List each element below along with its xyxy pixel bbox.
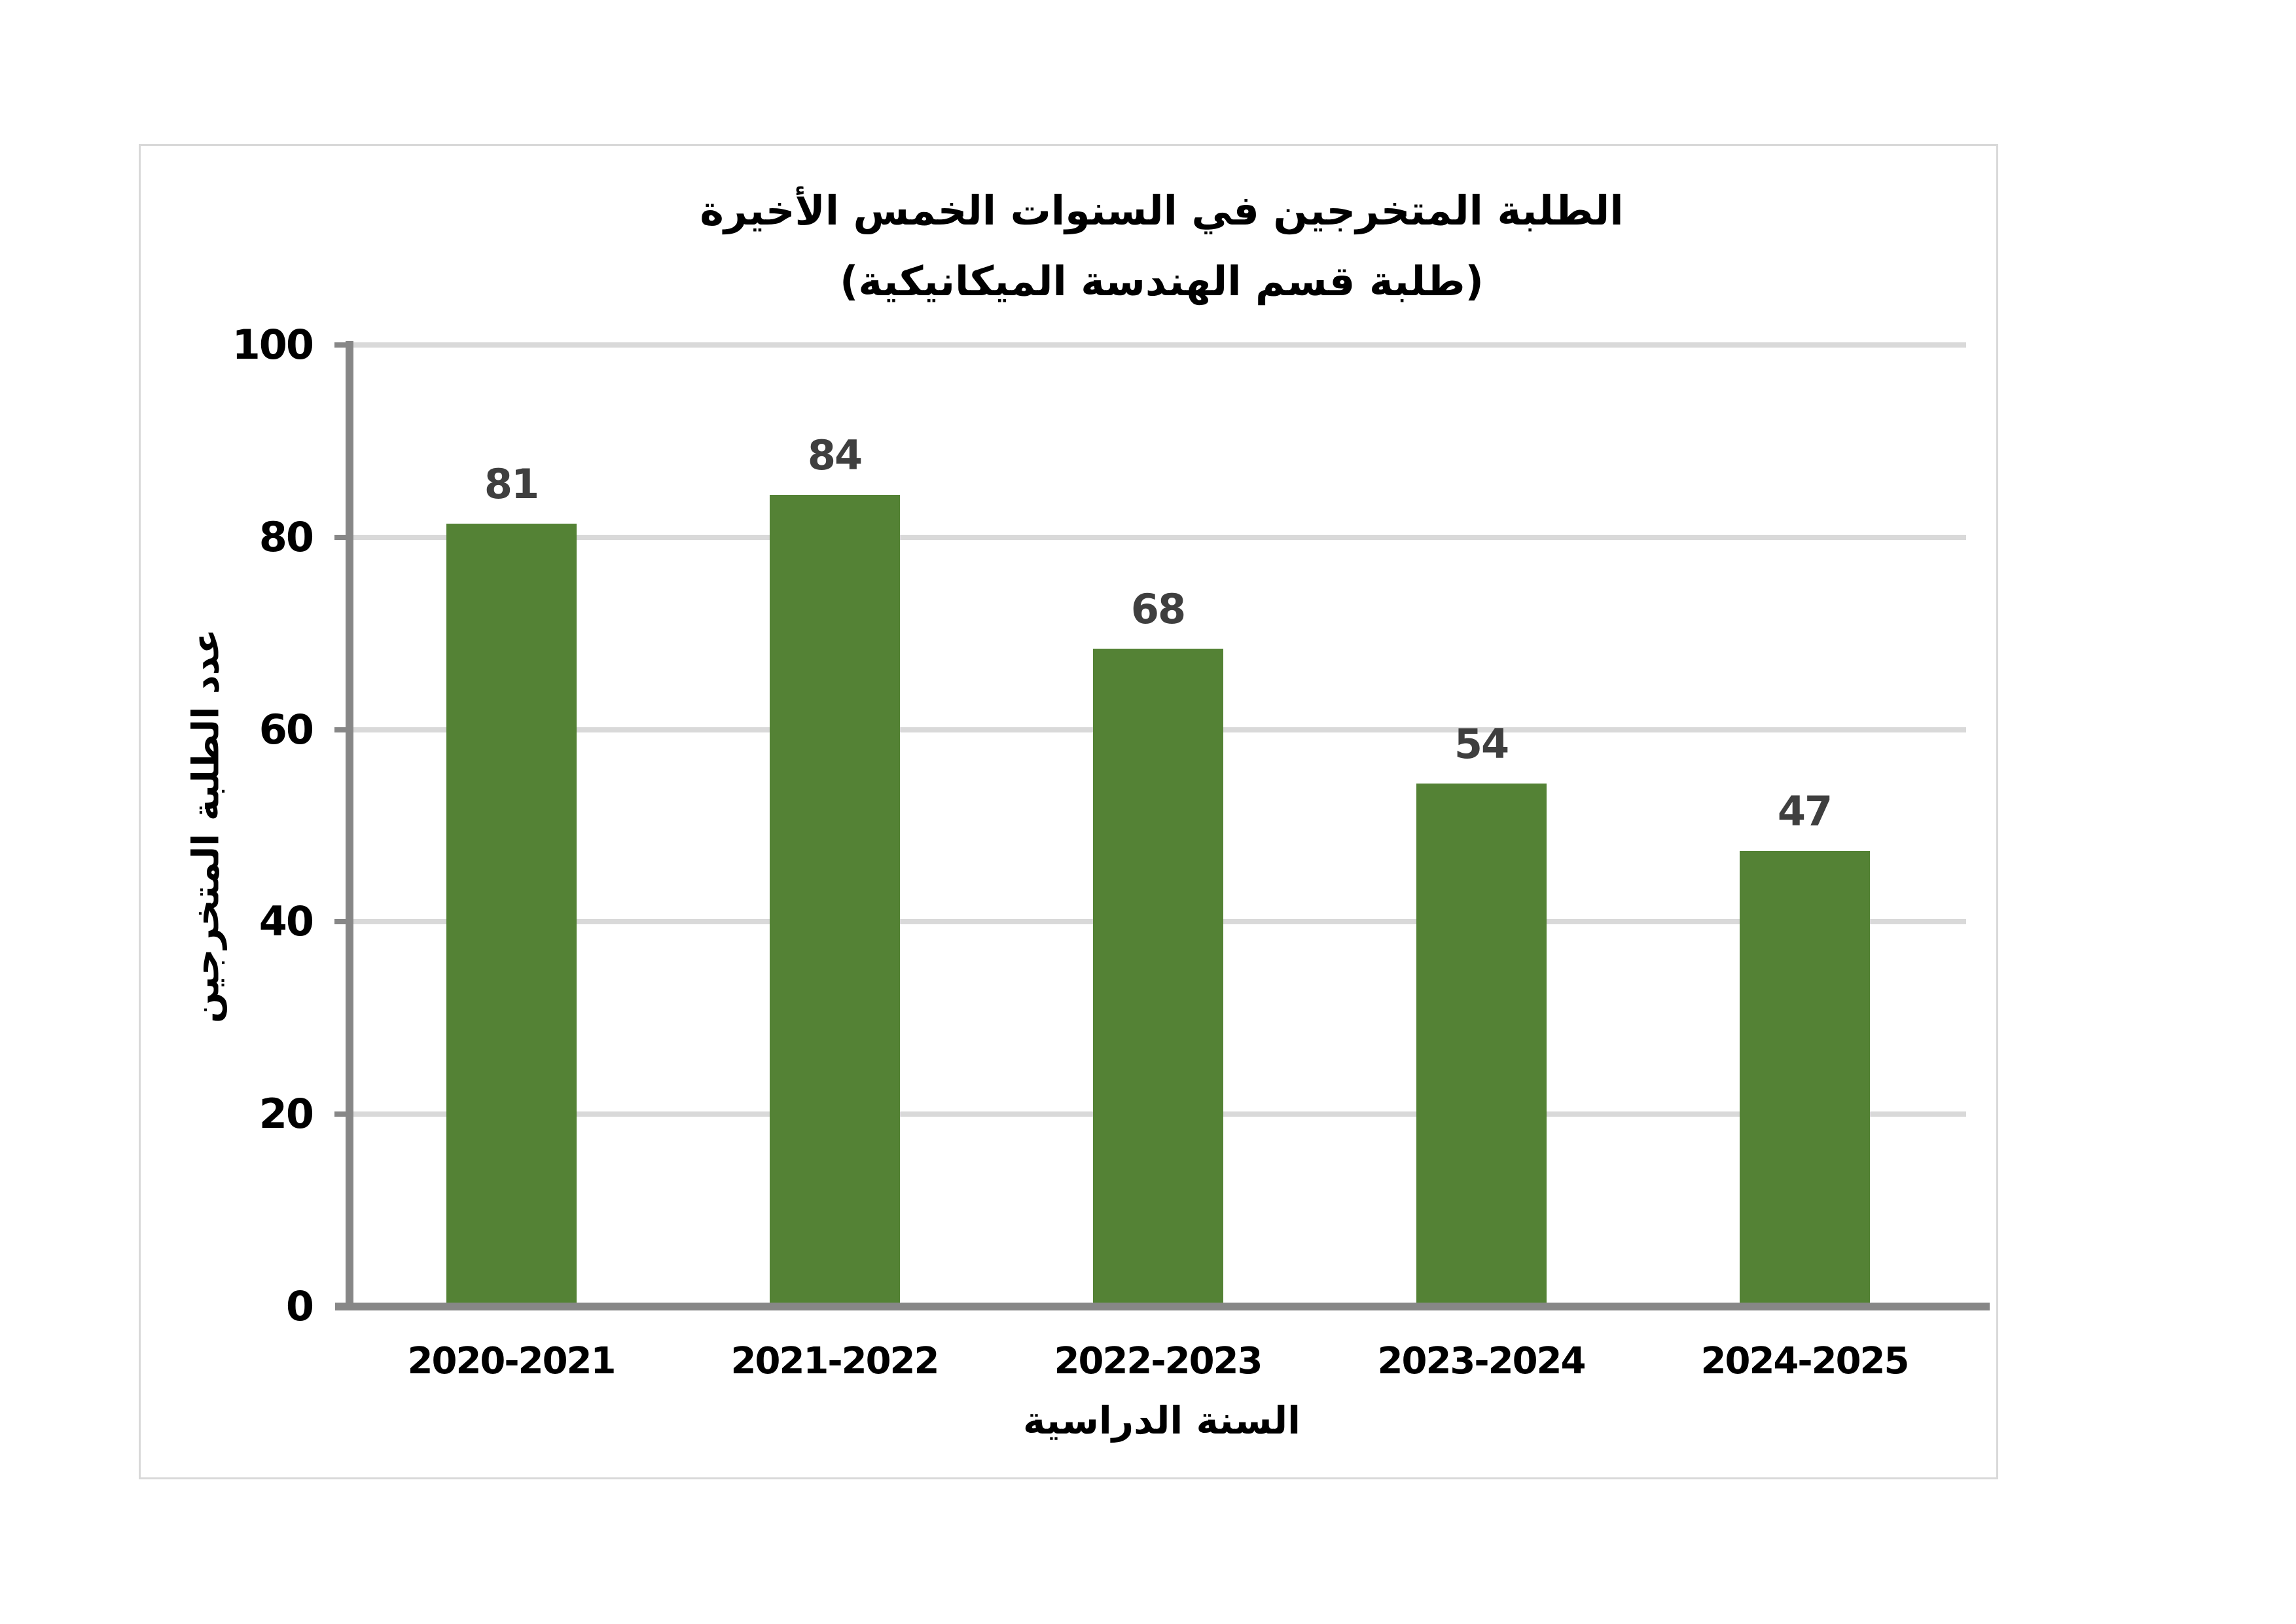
y-axis-tick-40	[334, 919, 349, 925]
bar-value-label-2022-2023: 68	[1130, 585, 1186, 633]
chart-title-line-1: الطلبة المتخرجين في السنوات الخمس الأخير…	[700, 187, 1624, 234]
bar-value-label-2020-2021: 81	[484, 460, 539, 508]
x-axis-title: السنة الدراسية	[1022, 1398, 1301, 1443]
bar-2020-2021	[446, 524, 577, 1303]
bar-2023-2024	[1416, 784, 1547, 1303]
x-axis-category-label-2020-2021: 2020-2021	[407, 1340, 617, 1382]
bar-value-label-2021-2022: 84	[807, 431, 863, 479]
chart-title: الطلبة المتخرجين في السنوات الخمس الأخير…	[376, 175, 1947, 317]
gridline-100	[350, 342, 1966, 348]
y-axis-tick-label-20: 20	[259, 1090, 314, 1138]
y-axis-tick-label-0: 0	[285, 1282, 314, 1330]
y-axis-tick-label-100: 100	[232, 321, 314, 369]
bar-2022-2023	[1092, 649, 1223, 1303]
bar-2021-2022	[769, 495, 900, 1303]
y-axis-tick-20	[334, 1111, 349, 1117]
x-axis-category-label-2024-2025: 2024-2025	[1700, 1340, 1910, 1382]
y-axis-tick-100	[334, 342, 349, 348]
gridline-80	[350, 534, 1966, 540]
x-axis-category-label-2021-2022: 2021-2022	[730, 1340, 940, 1382]
bar-value-label-2024-2025: 47	[1777, 787, 1833, 835]
chart-title-line-2: (طلبة قسم الهندسة الميكانيكية)	[840, 257, 1484, 305]
x-axis-category-label-2023-2024: 2023-2024	[1377, 1340, 1587, 1382]
y-axis-tick-60	[334, 727, 349, 732]
y-axis-tick-80	[334, 534, 349, 540]
x-axis-category-label-2022-2023: 2022-2023	[1054, 1340, 1263, 1382]
y-axis-tick-label-80: 80	[259, 513, 314, 561]
y-axis-line	[346, 341, 353, 1310]
bar-2024-2025	[1739, 851, 1870, 1303]
y-axis-tick-label-60: 60	[259, 705, 314, 753]
y-axis-tick-label-40: 40	[259, 897, 314, 946]
x-axis-line	[335, 1303, 1990, 1310]
bar-value-label-2023-2024: 54	[1454, 720, 1509, 768]
